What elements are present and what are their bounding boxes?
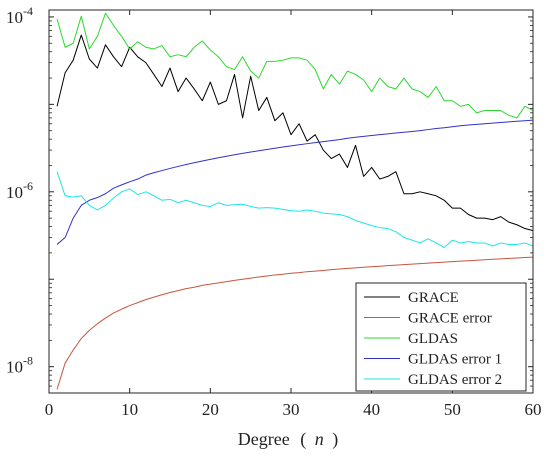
x-axis-title-main: Degree	[238, 429, 290, 449]
axis-ticks	[48, 10, 534, 394]
legend-box	[355, 282, 527, 392]
series-line-3	[56, 12, 534, 119]
legend-label-3: GLDAS	[408, 331, 458, 347]
y-tick-label-exponent: -6	[23, 179, 33, 193]
x-tick-label: 30	[283, 400, 300, 419]
y-tick-label-exponent: -4	[23, 4, 33, 18]
series-line-4	[56, 119, 534, 245]
series-line-2	[56, 256, 534, 390]
legend-label-2: GRACE error	[408, 311, 492, 327]
y-tick-label-base: 10	[6, 358, 23, 377]
legend: GRACE GRACE error GLDAS GLDAS error 1 GLDAS …	[355, 282, 527, 392]
x-tick-label: 40	[363, 400, 380, 419]
series-line-5	[56, 171, 534, 249]
y-tick-label: 10-4	[6, 4, 33, 27]
series-lines	[56, 12, 534, 390]
x-axis-title: Degree ( n )	[238, 429, 338, 450]
x-tick-label: 60	[525, 400, 542, 419]
y-tick-label-base: 10	[6, 183, 23, 202]
x-tick-label: 20	[202, 400, 219, 419]
y-tick-label-base: 10	[6, 8, 23, 27]
y-tick-label-exponent: -8	[23, 354, 33, 368]
y-tick-label: 10-6	[6, 179, 33, 202]
x-tick-label: 10	[121, 400, 138, 419]
legend-label-4: GLDAS error 1	[408, 352, 502, 368]
x-axis-title-paren-open: (	[300, 429, 306, 450]
x-axis-title-variable: n	[315, 429, 324, 449]
series-line-1	[56, 34, 534, 232]
x-tick-label: 50	[444, 400, 461, 419]
legend-label-5: GLDAS error 2	[408, 372, 502, 388]
y-tick-label: 10-8	[6, 354, 33, 377]
x-axis-title-paren-close: )	[332, 429, 338, 450]
legend-label-1: GRACE	[408, 290, 459, 306]
x-tick-label: 0	[45, 400, 54, 419]
